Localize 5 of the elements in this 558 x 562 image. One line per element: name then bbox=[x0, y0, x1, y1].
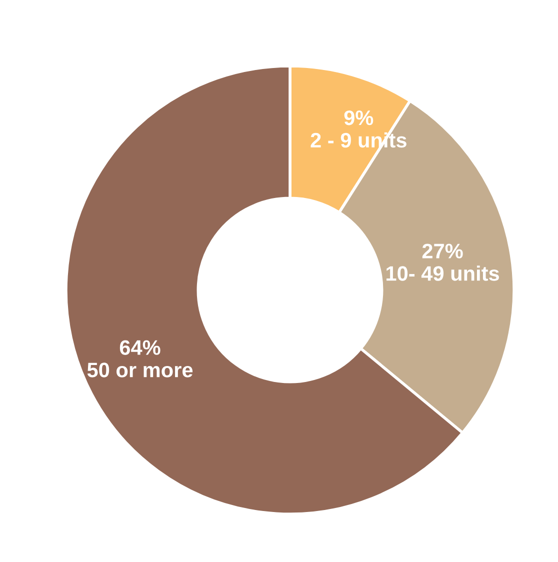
slice-label: 50 or more bbox=[87, 362, 193, 378]
data-label: 27% bbox=[422, 244, 463, 258]
data-label: 64% bbox=[120, 340, 160, 355]
slice-label: 10- 49 units bbox=[386, 266, 499, 281]
data-label: 9% bbox=[344, 110, 374, 126]
